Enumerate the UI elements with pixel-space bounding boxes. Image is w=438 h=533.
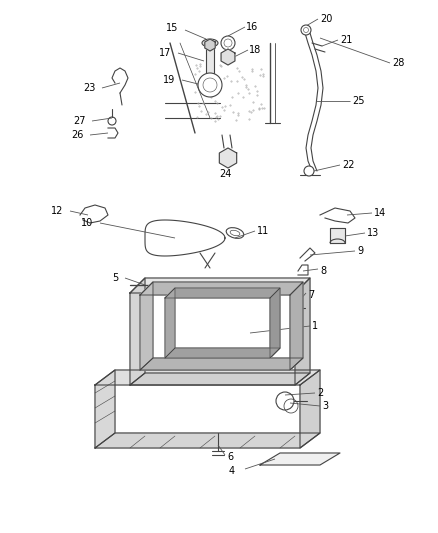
Polygon shape (165, 348, 280, 358)
Text: 21: 21 (340, 35, 353, 45)
Text: 15: 15 (166, 23, 178, 33)
Text: 2: 2 (317, 388, 323, 398)
Text: 9: 9 (357, 246, 363, 256)
Polygon shape (165, 288, 280, 298)
Circle shape (221, 36, 235, 50)
Text: 17: 17 (159, 48, 171, 58)
Polygon shape (140, 282, 153, 370)
Polygon shape (140, 358, 303, 370)
Circle shape (304, 166, 314, 176)
Text: 19: 19 (163, 75, 175, 85)
Ellipse shape (230, 230, 240, 236)
Polygon shape (219, 148, 237, 168)
Text: 12: 12 (51, 206, 63, 216)
Text: 3: 3 (322, 401, 328, 411)
Polygon shape (290, 282, 303, 370)
Polygon shape (95, 433, 320, 448)
Polygon shape (330, 228, 345, 243)
Polygon shape (270, 288, 280, 358)
Circle shape (304, 28, 308, 33)
Polygon shape (295, 278, 310, 385)
Text: 6: 6 (227, 452, 233, 462)
Polygon shape (260, 453, 340, 465)
Polygon shape (221, 49, 235, 65)
Text: 22: 22 (342, 160, 354, 170)
Circle shape (203, 78, 217, 92)
Polygon shape (130, 278, 310, 293)
Polygon shape (130, 278, 145, 385)
Circle shape (198, 73, 222, 97)
Text: 14: 14 (374, 208, 386, 218)
Text: 10: 10 (81, 218, 93, 228)
Text: 11: 11 (257, 226, 269, 236)
Text: 8: 8 (320, 266, 326, 276)
Text: 23: 23 (84, 83, 96, 93)
Text: 1: 1 (312, 321, 318, 331)
Circle shape (108, 117, 116, 125)
Polygon shape (165, 288, 175, 358)
Ellipse shape (202, 39, 218, 47)
Circle shape (301, 25, 311, 35)
Text: 20: 20 (320, 14, 332, 24)
Polygon shape (95, 370, 320, 385)
Polygon shape (130, 373, 310, 385)
Bar (206, 43, 214, 78)
Circle shape (224, 39, 232, 47)
Text: 16: 16 (246, 22, 258, 32)
Polygon shape (205, 39, 215, 51)
Text: 4: 4 (229, 466, 235, 476)
Text: 13: 13 (367, 228, 379, 238)
Polygon shape (95, 370, 115, 448)
Ellipse shape (226, 228, 244, 238)
Text: 27: 27 (74, 116, 86, 126)
Polygon shape (140, 282, 303, 295)
Text: 24: 24 (219, 169, 231, 179)
Text: 28: 28 (392, 58, 404, 68)
Polygon shape (300, 370, 320, 448)
Text: 18: 18 (249, 45, 261, 55)
Text: 7: 7 (308, 290, 314, 300)
Text: 25: 25 (352, 96, 364, 106)
Text: 5: 5 (112, 273, 118, 283)
Text: 26: 26 (72, 130, 84, 140)
